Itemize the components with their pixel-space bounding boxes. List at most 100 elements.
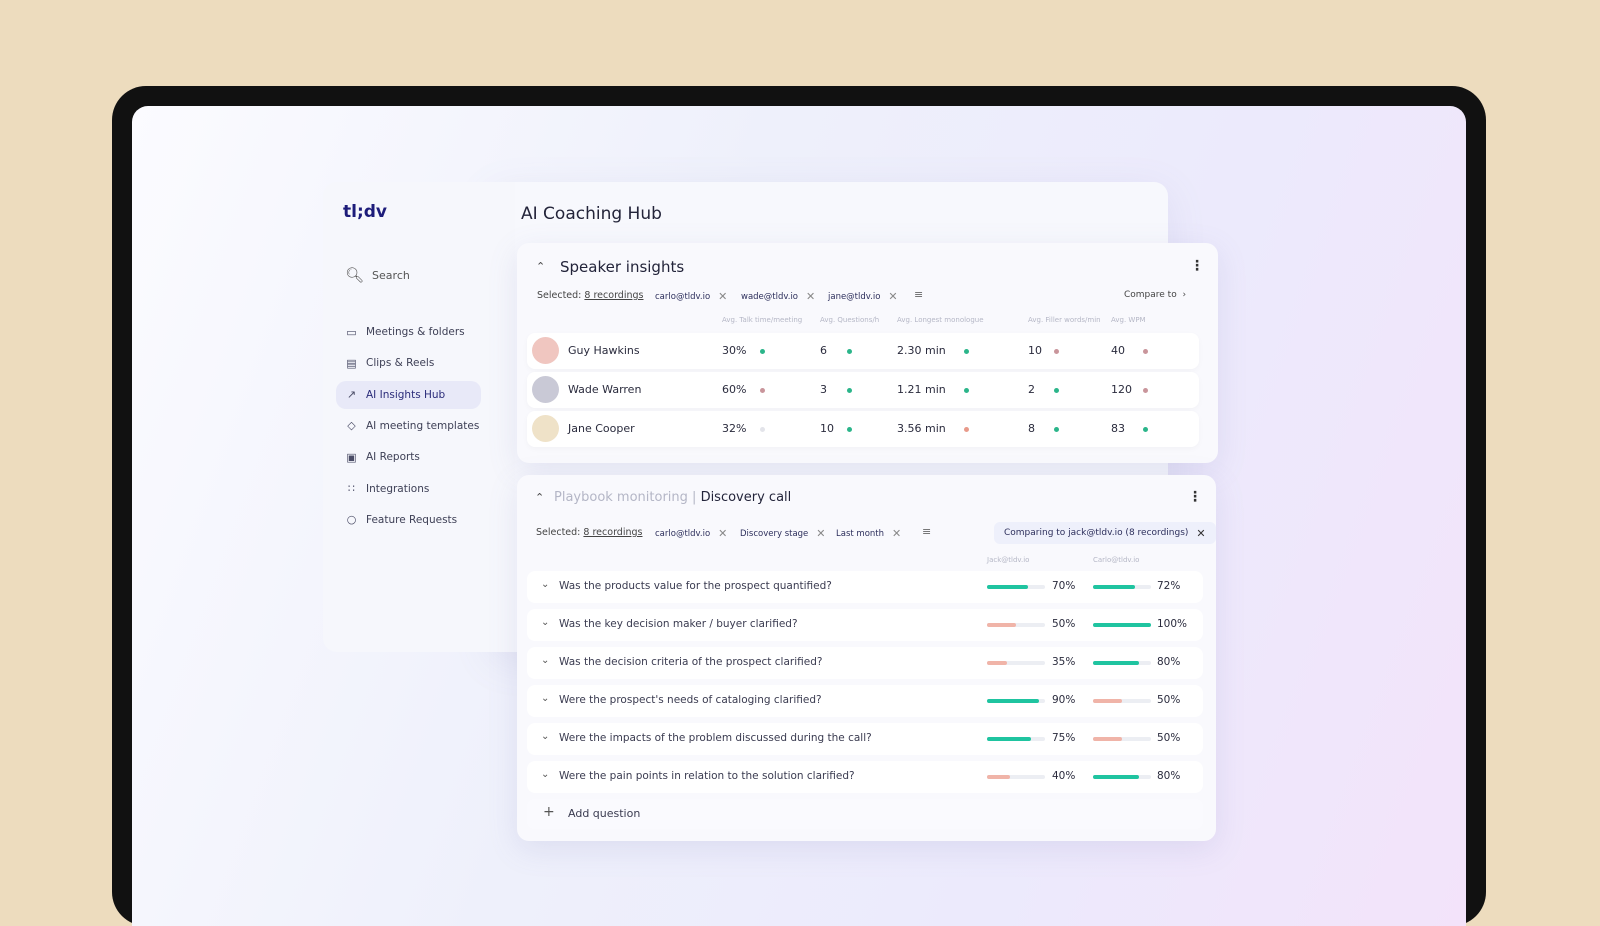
selected-recordings[interactable]: Selected: 8 recordings xyxy=(537,290,644,301)
filter-chip[interactable]: wade@tldv.io ✕ xyxy=(741,290,816,303)
avatar xyxy=(532,376,559,403)
percent: 70% xyxy=(1052,580,1076,592)
avatar xyxy=(532,415,559,442)
status-dot xyxy=(964,349,969,354)
status-dot xyxy=(1054,427,1059,432)
status-dot xyxy=(760,427,765,432)
sidebar-item[interactable]: ∷ Integrations xyxy=(336,475,481,503)
expand-chevron-icon[interactable]: ⌄ xyxy=(541,693,550,704)
add-question-button[interactable]: + Add question xyxy=(527,799,1203,829)
question-row[interactable]: ⌄ Were the impacts of the problem discuss… xyxy=(527,723,1203,755)
sidebar-item[interactable]: ▭ Meetings & folders xyxy=(346,325,465,339)
remove-icon: ✕ xyxy=(816,527,826,540)
status-dot xyxy=(847,427,852,432)
progress-bar xyxy=(987,623,1045,627)
percent: 40% xyxy=(1052,770,1076,782)
percent: 90% xyxy=(1052,694,1076,706)
progress-bar xyxy=(1093,699,1151,703)
plus-icon: + xyxy=(543,804,555,820)
compare-to-button[interactable]: Compare to › xyxy=(1124,290,1187,300)
filter-chip[interactable]: Last month ✕ xyxy=(836,527,902,540)
sidebar-item[interactable]: ▣ AI Reports xyxy=(346,450,420,464)
sidebar-item[interactable]: ◇ AI meeting templates xyxy=(336,412,481,440)
collapse-chevron-icon[interactable]: ⌃ xyxy=(536,260,546,273)
column-header: Avg. Questions/h xyxy=(820,316,880,324)
search-button[interactable]: 🔍︎ Search xyxy=(345,266,410,284)
lightbulb-icon: ○ xyxy=(346,513,357,527)
speaker-row[interactable]: Guy Hawkins 30% 6 2.30 min 10 40 xyxy=(527,333,1199,369)
video-camera-icon: ▭ xyxy=(346,325,357,339)
status-dot xyxy=(964,388,969,393)
selected-recordings[interactable]: Selected: 8 recordings xyxy=(536,527,643,538)
expand-chevron-icon[interactable]: ⌄ xyxy=(541,731,550,742)
expand-chevron-icon[interactable]: ⌄ xyxy=(541,655,550,666)
collapse-chevron-icon[interactable]: ⌃ xyxy=(535,491,545,504)
status-dot xyxy=(1054,388,1059,393)
percent: 80% xyxy=(1157,656,1181,668)
question-row[interactable]: ⌄ Was the products value for the prospect… xyxy=(527,571,1203,603)
speaker-row[interactable]: Jane Cooper 32% 10 3.56 min 8 83 xyxy=(527,411,1199,447)
page-title: AI Coaching Hub xyxy=(521,204,662,224)
progress-bar xyxy=(987,661,1045,665)
comparing-chip[interactable]: Comparing to jack@tldv.io (8 recordings)… xyxy=(994,522,1216,544)
playbook-title: Playbook monitoring | Discovery call xyxy=(554,490,792,505)
status-dot xyxy=(760,388,765,393)
question-row[interactable]: ⌄ Was the key decision maker / buyer clar… xyxy=(527,609,1203,641)
logo: tl;dv xyxy=(343,202,388,222)
percent: 35% xyxy=(1052,656,1076,668)
progress-bar xyxy=(1093,623,1151,627)
progress-bar xyxy=(987,737,1045,741)
avatar xyxy=(532,337,559,364)
filter-chip[interactable]: carlo@tldv.io ✕ xyxy=(655,527,728,540)
column-header: Avg. WPM xyxy=(1111,316,1146,324)
remove-icon: ✕ xyxy=(718,527,728,540)
more-icon[interactable]: ⋮ xyxy=(1190,258,1204,274)
sidebar-item[interactable]: ↗ AI Insights Hub xyxy=(336,380,481,409)
filter-chip[interactable]: Discovery stage ✕ xyxy=(740,527,826,540)
status-dot xyxy=(1143,349,1148,354)
remove-icon: ✕ xyxy=(888,290,898,303)
remove-icon: ✕ xyxy=(806,290,816,303)
speaker-insights-title: Speaker insights xyxy=(560,258,685,276)
status-dot xyxy=(964,427,969,432)
question-row[interactable]: ⌄ Were the prospect's needs of cataloging… xyxy=(527,685,1203,717)
chart-line-icon: ↗ xyxy=(346,388,357,402)
column-header: Avg. Filler words/min xyxy=(1028,316,1101,324)
progress-bar xyxy=(1093,661,1151,665)
expand-chevron-icon[interactable]: ⌄ xyxy=(541,769,550,780)
percent: 75% xyxy=(1052,732,1076,744)
filter-icon[interactable]: ≡ xyxy=(922,525,932,538)
sidebar xyxy=(323,182,515,652)
progress-bar xyxy=(1093,585,1151,589)
progress-bar xyxy=(987,775,1045,779)
progress-bar xyxy=(987,585,1045,589)
clapperboard-icon: ▤ xyxy=(346,356,357,370)
report-icon: ▣ xyxy=(346,450,357,464)
grid-icon: ∷ xyxy=(348,482,355,495)
expand-chevron-icon[interactable]: ⌄ xyxy=(541,617,550,628)
percent: 100% xyxy=(1157,618,1188,630)
speaker-row[interactable]: Wade Warren 60% 3 1.21 min 2 120 xyxy=(527,372,1199,408)
percent: 80% xyxy=(1157,770,1181,782)
filter-chip[interactable]: carlo@tldv.io ✕ xyxy=(655,290,728,303)
question-row[interactable]: ⌄ Were the pain points in relation to the… xyxy=(527,761,1203,793)
remove-icon: ✕ xyxy=(892,527,902,540)
status-dot xyxy=(760,349,765,354)
filter-icon[interactable]: ≡ xyxy=(914,288,924,301)
status-dot xyxy=(847,349,852,354)
sidebar-item[interactable]: ○ Feature Requests xyxy=(346,513,458,527)
column-header: Carlo@tldv.io xyxy=(1093,556,1140,564)
tag-icon: ◇ xyxy=(347,419,356,433)
filter-chip[interactable]: jane@tldv.io ✕ xyxy=(828,290,898,303)
column-header: Jack@tldv.io xyxy=(987,556,1030,564)
question-row[interactable]: ⌄ Was the decision criteria of the prospe… xyxy=(527,647,1203,679)
percent: 50% xyxy=(1157,694,1181,706)
remove-icon: ✕ xyxy=(718,290,728,303)
status-dot xyxy=(1143,427,1148,432)
more-icon[interactable]: ⋮ xyxy=(1188,489,1202,505)
percent: 72% xyxy=(1157,580,1181,592)
sidebar-item[interactable]: ▤ Clips & Reels xyxy=(346,356,435,370)
progress-bar xyxy=(987,699,1045,703)
column-header: Avg. Longest monologue xyxy=(897,316,984,324)
expand-chevron-icon[interactable]: ⌄ xyxy=(541,579,550,590)
